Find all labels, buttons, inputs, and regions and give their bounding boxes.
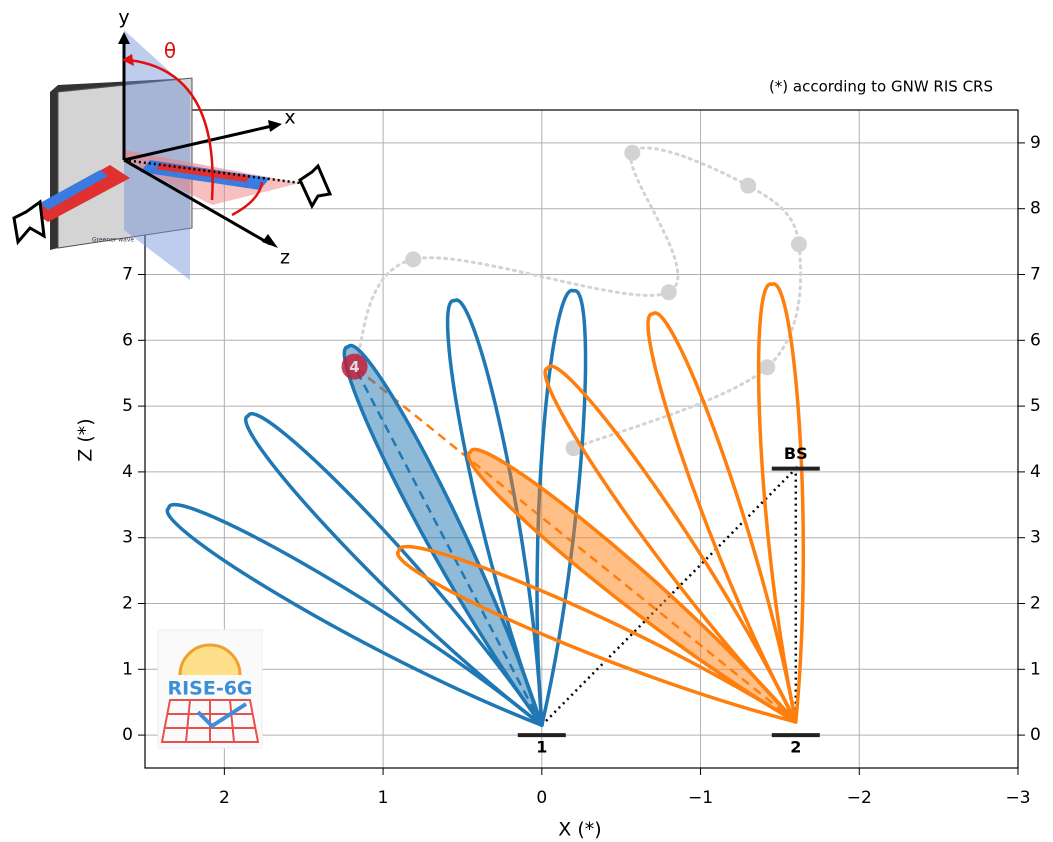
trajectory-point: [565, 440, 582, 457]
stripes-left: [30, 165, 130, 222]
trajectory-point: [624, 144, 641, 161]
logo-sun: [178, 643, 242, 676]
y-tick-label: 2: [122, 594, 133, 614]
y-tick-label-right: 6: [1030, 330, 1041, 350]
trajectory-point: [759, 359, 776, 376]
target-label: 4: [349, 358, 359, 376]
beam-lobe: [756, 282, 806, 724]
logo: RISE-6G: [157, 629, 263, 749]
beam-lobe: [395, 544, 798, 724]
blue-plane: [124, 30, 190, 280]
node-label: 2: [790, 738, 801, 757]
x-tick-label: 0: [536, 788, 547, 808]
y-tick-label-right: 7: [1030, 265, 1041, 285]
beam-lobe: [445, 298, 544, 727]
y-tick-label: 7: [122, 265, 133, 285]
inset-x-label: x: [284, 107, 295, 129]
beam-lobe: [646, 311, 798, 724]
y-tick-label: 3: [122, 528, 133, 548]
x-tick-label: −3: [1005, 788, 1030, 808]
inset-z-label: z: [280, 247, 290, 269]
y-tick-label: 4: [122, 462, 133, 482]
x-tick-label: 1: [378, 788, 389, 808]
y-tick-label-right: 9: [1030, 133, 1041, 153]
logo-check: [196, 702, 248, 729]
speaker-right: [298, 163, 333, 210]
y-tick-label-right: 1: [1030, 659, 1041, 679]
inset-diagram: y x z θ Greener wave: [12, 7, 333, 280]
trajectory-point: [740, 177, 757, 194]
y-tick-label-right: 3: [1030, 528, 1041, 548]
y-tick-label-right: 2: [1030, 594, 1041, 614]
y-tick-label: 5: [122, 396, 133, 416]
trajectory-point: [660, 284, 677, 301]
node-label: 1: [536, 738, 547, 757]
y-tick-label: 6: [122, 330, 133, 350]
inset-brand: Greener wave: [92, 237, 134, 244]
x-tick-label: −2: [847, 788, 872, 808]
logo-grid: [160, 699, 260, 743]
trajectory-point: [405, 251, 422, 268]
x-axis-label: X (*): [558, 819, 601, 841]
beam-lobe: [342, 343, 544, 727]
arrow-x: [268, 120, 282, 132]
y-tick-label-right: 8: [1030, 199, 1041, 219]
theta-arrow: [122, 54, 134, 66]
target-point: [341, 353, 368, 380]
inset-theta-label: θ: [164, 39, 176, 63]
stripes-left-b: [40, 170, 108, 210]
logo-text: RISE-6G: [167, 678, 252, 700]
phi-arc: [231, 181, 264, 217]
y-tick-label: 0: [122, 725, 133, 745]
inset-y-label: y: [118, 7, 129, 29]
arrow-z: [262, 234, 278, 248]
axis-z: [123, 158, 271, 246]
trajectory-line: [353, 146, 803, 450]
y-tick-label-right: 5: [1030, 396, 1041, 416]
plot-frame: [144, 109, 1019, 769]
beam-lobe: [165, 502, 544, 727]
x-tick-label: −1: [688, 788, 713, 808]
beam-lobe: [466, 447, 798, 724]
annotation: (*) according to GNW RIS CRS: [769, 78, 993, 96]
beam-lobe: [543, 364, 798, 724]
y-axis-label: Z (*): [75, 418, 97, 461]
y-tick-label: 1: [122, 659, 133, 679]
speaker-left: [12, 199, 46, 246]
arrow-y: [118, 32, 130, 44]
axis-x: [123, 124, 273, 162]
node-label: BS: [784, 444, 808, 463]
theta-arc: [127, 58, 214, 201]
y-tick-label-right: 4: [1030, 462, 1041, 482]
trajectory-point: [790, 236, 807, 253]
y-tick-label-right: 0: [1030, 725, 1041, 745]
x-tick-label: 2: [219, 788, 230, 808]
